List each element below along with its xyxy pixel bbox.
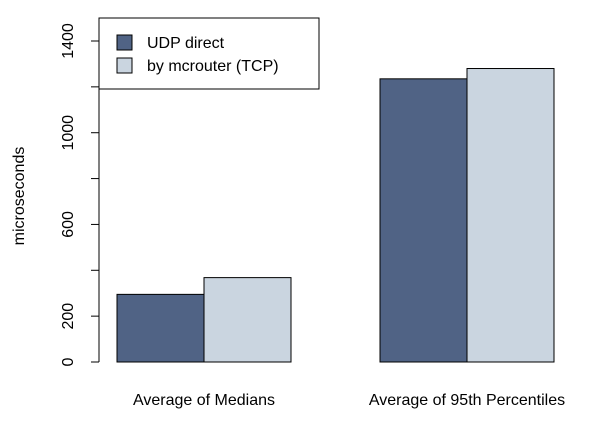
y-tick-label: 0 [60,357,77,366]
legend-swatch [116,57,133,74]
legend-swatch [116,34,133,51]
bar [203,277,292,363]
y-tick-label: 1000 [60,115,77,151]
x-axis-labels: Average of Medians Average of 95th Percen… [133,392,565,409]
y-tick-label: 1400 [60,23,77,59]
y-tick-label: 600 [60,211,77,238]
y-tick-label: 200 [60,303,77,330]
bar [466,68,555,363]
bar [116,293,205,363]
bar [379,78,468,363]
legend-label: UDP direct [147,35,225,52]
x-tick-label: Average of Medians [133,392,275,409]
legend-label: by mcrouter (TCP) [147,58,279,75]
y-axis: 0 200 600 1000 1400 [60,23,100,366]
bars [116,68,555,363]
legend-box [98,17,320,90]
legend: UDP direct by mcrouter (TCP) [98,17,320,90]
x-tick-label: Average of 95th Percentiles [369,392,565,409]
y-axis-label: microseconds [11,147,28,246]
